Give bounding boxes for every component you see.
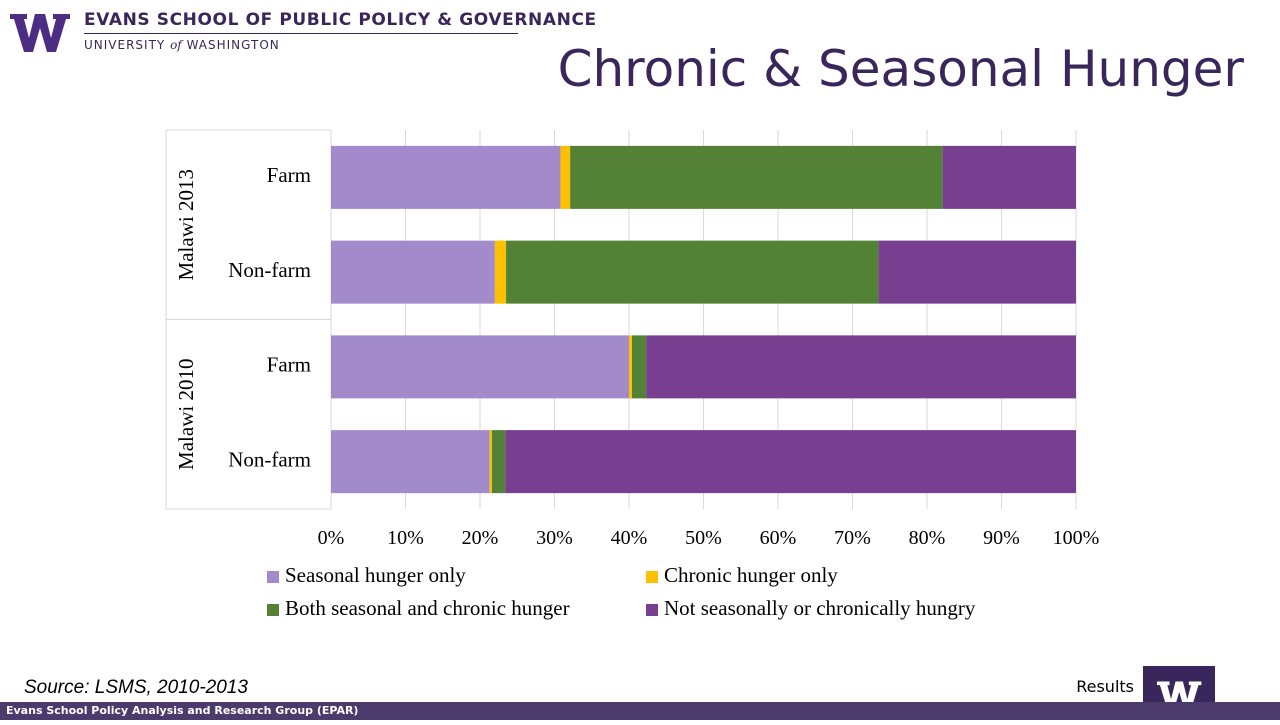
legend-swatch-not-seasonally-or-chronically-hungry xyxy=(646,604,658,616)
bar-malawi-2013-farm-seasonal-hunger-only xyxy=(331,145,561,209)
bar-malawi-2013-non-farm-chronic-hunger-only xyxy=(494,240,507,304)
footer-text: Evans School Policy Analysis and Researc… xyxy=(6,704,359,717)
x-tick-label-2: 20% xyxy=(462,527,499,549)
bar-malawi-2010-non-farm-both-seasonal-and-chronic-hunger xyxy=(491,430,506,494)
bar-malawi-2013-farm-not-seasonally-or-chronically-hungry xyxy=(942,145,1076,209)
bar-malawi-2010-farm-chronic-hunger-only xyxy=(629,335,632,399)
bar-malawi-2010-farm-seasonal-hunger-only xyxy=(331,335,629,399)
header-divider xyxy=(84,33,518,34)
slide-title: Chronic & Seasonal Hunger xyxy=(557,40,1244,98)
x-tick-label-7: 70% xyxy=(834,527,871,549)
university-suffix: WASHINGTON xyxy=(186,38,280,52)
category-axis-frame xyxy=(165,129,331,510)
university-prefix: UNIVERSITY xyxy=(84,38,166,52)
bar-malawi-2010-non-farm-not-seasonally-or-chronically-hungry xyxy=(505,430,1077,494)
axis-labels: 0% 10% 20% 30% 40% 50% 60% 70% 80% 90% 100% Malawi … xyxy=(174,163,1100,549)
x-tick-label-3: 30% xyxy=(536,527,573,549)
bar-malawi-2013-non-farm-not-seasonally-or-chronically-hungry xyxy=(878,240,1076,304)
category-label-malawi-2010-farm: Farm xyxy=(267,353,311,377)
category-label-malawi-2010-non-farm: Non-farm xyxy=(228,447,311,471)
group-label-malawi-2010: Malawi 2010 xyxy=(174,359,198,470)
legend-swatch-chronic-hunger-only xyxy=(646,571,658,583)
bar-malawi-2013-non-farm-seasonal-hunger-only xyxy=(331,240,495,304)
legend-label-chronic-hunger-only: Chronic hunger only xyxy=(664,563,838,587)
bars xyxy=(331,145,1077,494)
x-tick-label-1: 10% xyxy=(387,527,424,549)
legend-label-not-seasonally-or-chronically-hungry: Not seasonally or chronically hungry xyxy=(664,596,976,620)
x-tick-label-0: 0% xyxy=(318,527,345,549)
category-label-malawi-2013-non-farm: Non-farm xyxy=(228,258,311,282)
source-note: Source: LSMS, 2010-2013 xyxy=(24,677,248,698)
x-tick-label-9: 90% xyxy=(983,527,1020,549)
group-label-malawi-2013: Malawi 2013 xyxy=(174,169,198,280)
x-tick-label-10: 100% xyxy=(1053,527,1100,549)
university-name: UNIVERSITY of WASHINGTON xyxy=(84,38,280,52)
legend: Seasonal hunger only Chronic hunger only B… xyxy=(267,563,976,620)
category-label-malawi-2013-farm: Farm xyxy=(267,163,311,187)
university-of: of xyxy=(170,38,182,52)
x-tick-label-4: 40% xyxy=(611,527,648,549)
bar-malawi-2013-non-farm-both-seasonal-and-chronic-hunger xyxy=(506,240,879,304)
legend-label-seasonal-hunger-only: Seasonal hunger only xyxy=(285,563,466,587)
x-tick-label-6: 60% xyxy=(760,527,797,549)
x-tick-label-8: 80% xyxy=(909,527,946,549)
bar-malawi-2010-farm-both-seasonal-and-chronic-hunger xyxy=(631,335,647,399)
footer-bar: Evans School Policy Analysis and Researc… xyxy=(0,702,1280,720)
bar-malawi-2010-non-farm-seasonal-hunger-only xyxy=(331,430,490,494)
legend-swatch-seasonal-hunger-only xyxy=(267,571,279,583)
bar-malawi-2013-farm-both-seasonal-and-chronic-hunger xyxy=(570,145,943,209)
bar-malawi-2010-farm-not-seasonally-or-chronically-hungry xyxy=(646,335,1076,399)
x-tick-label-5: 50% xyxy=(685,527,722,549)
bar-malawi-2013-farm-chronic-hunger-only xyxy=(560,145,571,209)
legend-swatch-both-seasonal-and-chronic-hunger xyxy=(267,604,279,616)
school-name: EVANS SCHOOL OF PUBLIC POLICY & GOVERNAN… xyxy=(84,10,597,30)
section-label: Results xyxy=(1076,677,1134,696)
bar-malawi-2010-non-farm-chronic-hunger-only xyxy=(489,430,492,494)
legend-label-both-seasonal-and-chronic-hunger: Both seasonal and chronic hunger xyxy=(285,596,570,620)
uw-w-logo-icon xyxy=(10,14,70,52)
